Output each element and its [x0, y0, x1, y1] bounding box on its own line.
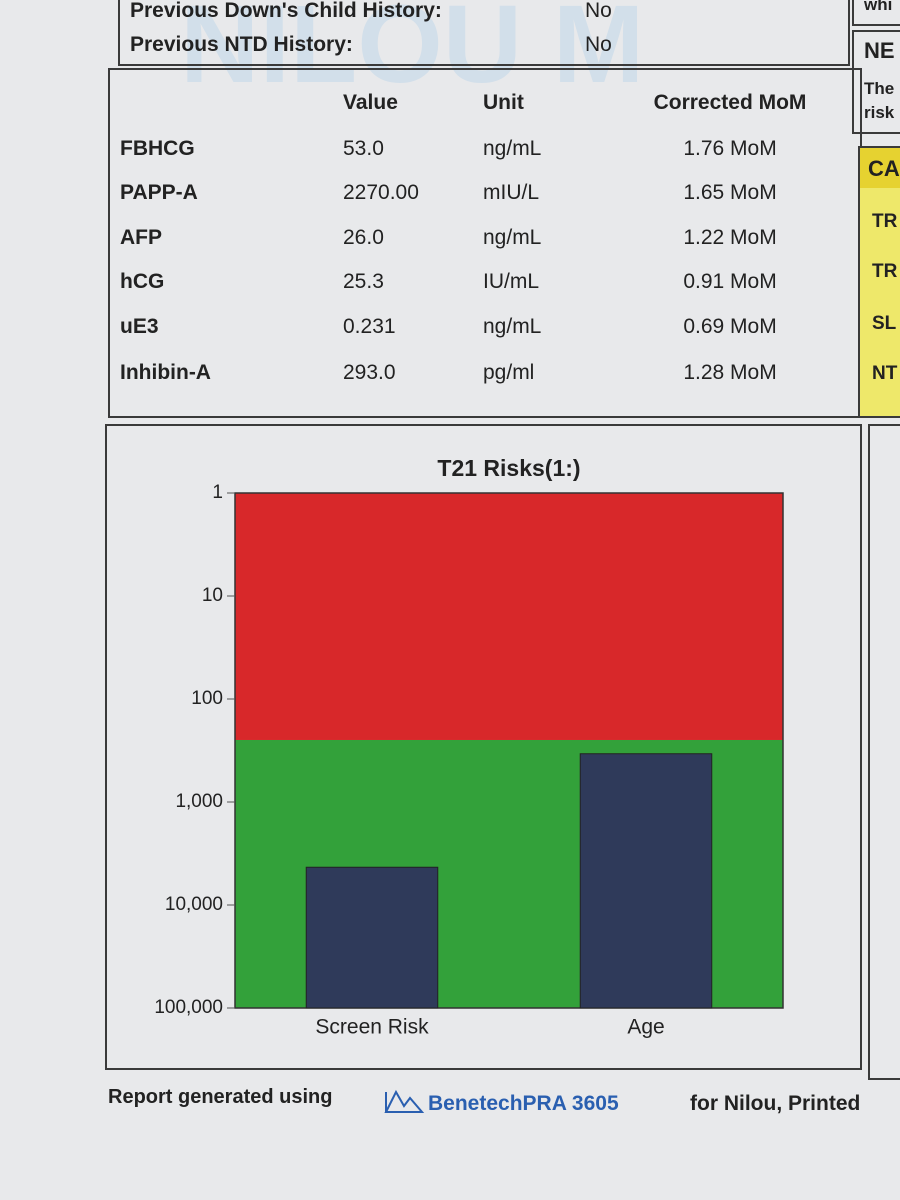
mom-cell: 1.22 MoM	[683, 226, 777, 249]
mom-cell: 0.91 MoM	[683, 270, 777, 293]
chart-box	[105, 424, 862, 1070]
header-value: No	[585, 0, 612, 22]
unit-cell: pg/ml	[483, 361, 535, 384]
y-tick-label: 10	[202, 585, 223, 606]
right-yellow-row: TR	[872, 211, 898, 232]
right-yellow-header: CA	[868, 156, 900, 181]
unit-cell: ng/mL	[483, 137, 542, 160]
unit-cell: ng/mL	[483, 226, 542, 249]
right-yellow-row: TR	[872, 261, 898, 282]
value-cell: 25.3	[343, 270, 384, 293]
right-text: whi	[864, 0, 893, 14]
bar	[305, 866, 439, 1009]
y-tick-label: 1	[212, 482, 223, 503]
x-tick-label: Age	[627, 1016, 664, 1039]
watermark: NILOU M	[180, 0, 645, 106]
row-label: Inhibin-A	[120, 361, 211, 384]
right-text: The	[864, 79, 895, 98]
table-header: Corrected MoM	[653, 91, 807, 114]
value-cell: 0.231	[343, 315, 396, 338]
table-header: Unit	[483, 91, 524, 114]
footer-product: BenetechPRA 3605	[428, 1092, 619, 1115]
unit-cell: ng/mL	[483, 315, 542, 338]
right-note-box	[852, 30, 900, 134]
mom-cell: 1.65 MoM	[683, 181, 777, 204]
right-heading: NE	[864, 38, 895, 63]
chart-title: T21 Risks(1:)	[437, 455, 580, 481]
mom-cell: 0.69 MoM	[683, 315, 777, 338]
row-label: hCG	[120, 270, 165, 293]
y-tick-label: 100	[191, 688, 223, 709]
y-tick-label: 100,000	[154, 997, 223, 1018]
value-cell: 53.0	[343, 137, 384, 160]
row-label: FBHCG	[120, 137, 195, 160]
right-yellow-header-bg	[860, 148, 900, 188]
right-yellow-box	[858, 146, 900, 418]
x-tick-label: Screen Risk	[315, 1016, 429, 1039]
value-cell: 26.0	[343, 226, 384, 249]
right-lower-box	[868, 424, 900, 1080]
row-label: AFP	[120, 226, 162, 249]
mom-cell: 1.28 MoM	[683, 361, 777, 384]
header-label: Previous Down's Child History:	[130, 0, 442, 22]
unit-cell: mIU/L	[483, 181, 540, 204]
value-cell: 2270.00	[343, 181, 419, 204]
table-header: Value	[343, 91, 398, 114]
right-yellow-row: SL	[872, 313, 897, 334]
bar	[579, 753, 713, 1009]
footer-prefix: Report generated using	[108, 1086, 333, 1108]
unit-cell: IU/mL	[483, 270, 540, 293]
plot-frame	[234, 492, 784, 1009]
row-label: PAPP-A	[120, 181, 198, 204]
header-value: No	[585, 33, 612, 56]
right-top-box	[852, 0, 900, 26]
row-label: uE3	[120, 315, 159, 338]
header-box	[118, 0, 850, 66]
right-text: risk	[864, 103, 895, 122]
header-label: Previous NTD History:	[130, 33, 353, 56]
footer-suffix: for Nilou, Printed	[690, 1092, 861, 1115]
y-tick-label: 10,000	[165, 894, 223, 915]
mom-cell: 1.76 MoM	[683, 137, 777, 160]
value-cell: 293.0	[343, 361, 396, 384]
risk-band	[235, 493, 783, 740]
right-yellow-row: NT	[872, 363, 898, 384]
y-tick-label: 1,000	[175, 791, 223, 812]
